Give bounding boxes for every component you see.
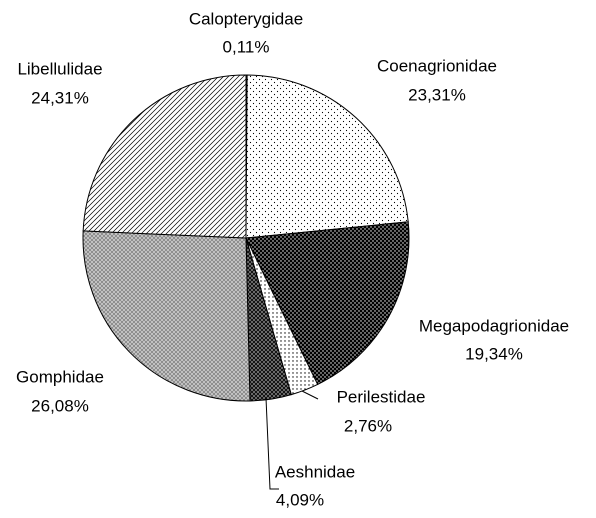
slice-value-label: 23,31%: [408, 85, 466, 104]
leader-line: [301, 390, 319, 400]
pie: [82, 74, 410, 402]
slice-value-label: 24,31%: [31, 88, 89, 107]
slice-value-label: 26,08%: [31, 396, 89, 415]
slice: [245, 74, 409, 239]
slice-label: Gomphidae: [16, 367, 104, 386]
slice-value-label: 0,11%: [223, 37, 270, 56]
slice-label: Libellulidae: [17, 59, 102, 78]
leader-line: [265, 397, 279, 490]
slice-value-label: 2,76%: [344, 416, 392, 435]
slice-label: Perilestidae: [337, 387, 426, 406]
labels: Calopterygidae 0,11% Coenagrionidae 23,31% M…: [16, 9, 569, 509]
slice-label: Calopterygidae: [189, 9, 303, 28]
slice: [82, 230, 251, 402]
slice: [82, 74, 247, 239]
slice-label: Coenagrionidae: [377, 56, 497, 75]
slice-label: Megapodagrionidae: [419, 316, 569, 335]
slice-value-label: 19,34%: [465, 344, 523, 363]
slice-label: Aeshnidae: [275, 462, 355, 481]
slice-value-label: 4,09%: [276, 490, 324, 509]
slice: [245, 221, 410, 386]
